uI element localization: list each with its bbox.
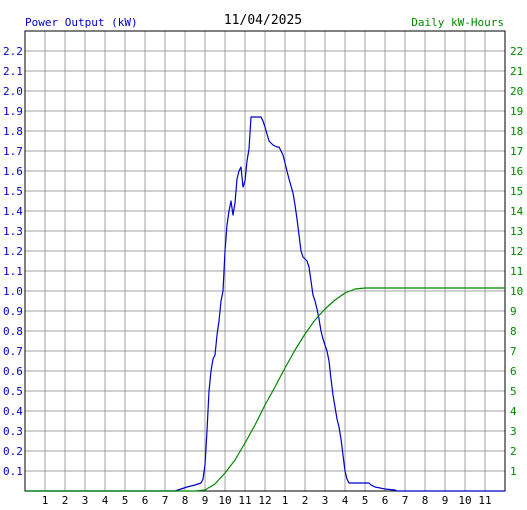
plot-frame (24, 30, 506, 492)
left-tick-label: 1.7 (3, 145, 23, 158)
right-tick-label: 21 (510, 65, 523, 78)
left-tick-label: 0.7 (3, 345, 23, 358)
x-tick-label: 7 (402, 494, 409, 507)
x-tick-label: 7 (162, 494, 169, 507)
left-tick-label: 1.4 (3, 205, 23, 218)
series (25, 116, 505, 492)
x-tick-label: 9 (442, 494, 449, 507)
left-tick-label: 1.3 (3, 225, 23, 238)
left-tick-label: 1.1 (3, 265, 23, 278)
power-series-line (25, 116, 505, 492)
right-tick-label: 2 (510, 445, 517, 458)
right-tick-label: 5 (510, 385, 517, 398)
x-tick-label: 1 (42, 494, 49, 507)
left-axis-ticks: 0.1 0.2 0.3 0.4 0.5 0.6 0.7 0.8 0.9 1.0 1.1 1.2 1.3 1… (3, 45, 23, 478)
left-tick-label: 0.5 (3, 385, 23, 398)
x-tick-label: 2 (302, 494, 309, 507)
x-tick-label: 2 (62, 494, 69, 507)
left-tick-label: 1.0 (3, 285, 23, 298)
right-tick-label: 22 (510, 45, 523, 58)
right-tick-label: 15 (510, 185, 523, 198)
x-tick-label: 11 (238, 494, 251, 507)
x-tick-label: 3 (322, 494, 329, 507)
x-tick-label: 4 (342, 494, 349, 507)
x-tick-label: 1 (282, 494, 289, 507)
left-axis-label: Power Output (kW) (25, 16, 138, 29)
x-tick-label: 12 (258, 494, 271, 507)
right-tick-label: 3 (510, 425, 517, 438)
right-tick-label: 14 (510, 205, 524, 218)
energy-series-line (25, 287, 505, 492)
left-tick-label: 0.1 (3, 465, 23, 478)
left-tick-label: 0.2 (3, 445, 23, 458)
x-tick-label: 9 (202, 494, 209, 507)
right-tick-label: 13 (510, 225, 523, 238)
right-tick-label: 12 (510, 245, 523, 258)
right-tick-label: 9 (510, 305, 517, 318)
left-tick-label: 1.2 (3, 245, 23, 258)
x-axis-ticks: 1 2 3 4 5 6 7 8 9 10 11 12 1 2 3 4 5 6 7 8 9 10 11 (42, 494, 492, 507)
left-tick-label: 2.2 (3, 45, 23, 58)
x-tick-label: 8 (182, 494, 189, 507)
x-tick-label: 11 (478, 494, 491, 507)
right-tick-label: 18 (510, 125, 523, 138)
x-tick-label: 3 (82, 494, 89, 507)
right-tick-label: 17 (510, 145, 523, 158)
x-tick-label: 5 (122, 494, 129, 507)
chart-title: 11/04/2025 (224, 13, 302, 28)
right-tick-label: 1 (510, 465, 517, 478)
right-tick-label: 20 (510, 85, 523, 98)
x-tick-label: 6 (142, 494, 149, 507)
right-tick-label: 10 (510, 285, 523, 298)
left-tick-label: 0.4 (3, 405, 23, 418)
grid (25, 31, 505, 491)
left-tick-label: 2.1 (3, 65, 23, 78)
right-tick-label: 4 (510, 405, 517, 418)
right-axis-label: Daily kW-Hours (411, 16, 504, 29)
x-tick-label: 6 (382, 494, 389, 507)
left-tick-label: 1.5 (3, 185, 23, 198)
x-tick-label: 10 (218, 494, 231, 507)
x-tick-label: 10 (458, 494, 471, 507)
left-tick-label: 1.9 (3, 105, 23, 118)
left-tick-label: 2.0 (3, 85, 23, 98)
left-tick-label: 0.8 (3, 325, 23, 338)
left-tick-label: 1.8 (3, 125, 23, 138)
left-tick-label: 0.6 (3, 365, 23, 378)
right-tick-label: 11 (510, 265, 523, 278)
right-tick-label: 6 (510, 365, 517, 378)
right-tick-label: 19 (510, 105, 523, 118)
x-tick-label: 5 (362, 494, 369, 507)
left-tick-label: 1.6 (3, 165, 23, 178)
x-tick-label: 8 (422, 494, 429, 507)
right-tick-label: 8 (510, 325, 517, 338)
right-tick-label: 16 (510, 165, 523, 178)
left-tick-label: 0.9 (3, 305, 23, 318)
x-tick-label: 4 (102, 494, 109, 507)
right-tick-label: 7 (510, 345, 517, 358)
left-tick-label: 0.3 (3, 425, 23, 438)
